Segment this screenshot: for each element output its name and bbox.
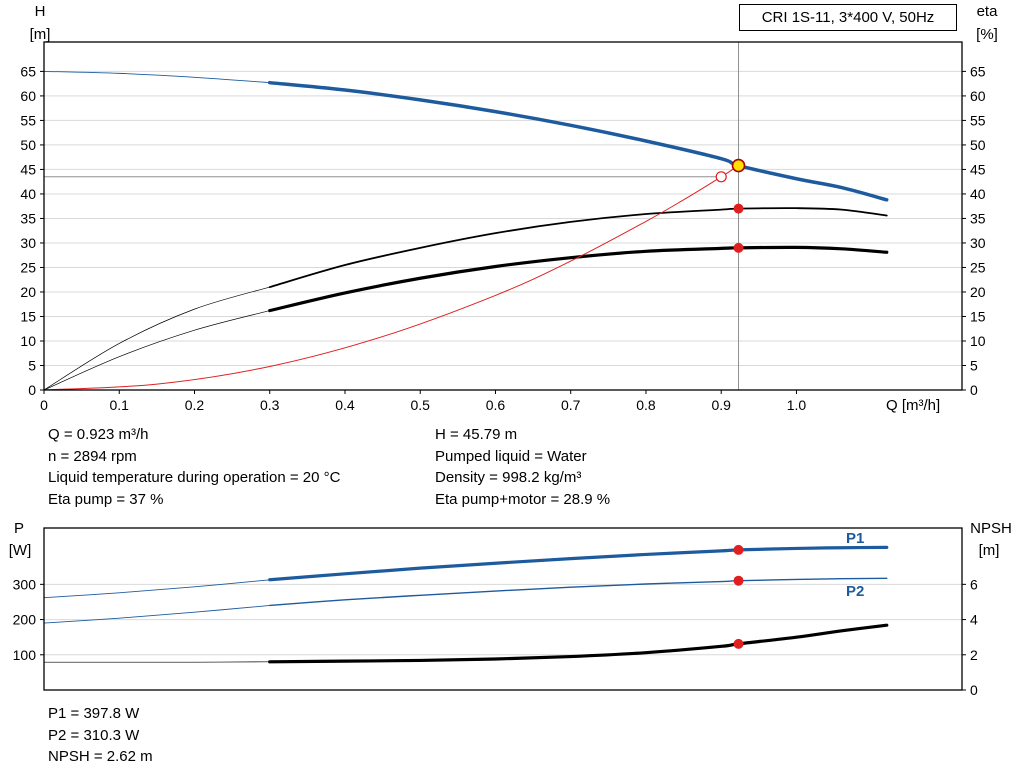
svg-text:20: 20	[20, 284, 36, 300]
svg-text:0.9: 0.9	[711, 397, 731, 413]
svg-text:0.4: 0.4	[335, 397, 355, 413]
svg-text:0.8: 0.8	[636, 397, 656, 413]
svg-text:20: 20	[970, 284, 986, 300]
svg-text:0: 0	[970, 682, 978, 698]
svg-text:50: 50	[970, 137, 986, 153]
top-right-axis-unit: [%]	[976, 26, 998, 43]
svg-text:65: 65	[20, 63, 36, 79]
svg-text:45: 45	[20, 161, 36, 177]
svg-text:40: 40	[20, 186, 36, 202]
bottom-right-axis-title: NPSH	[970, 520, 1012, 537]
p1-value: P1 = 397.8 W	[48, 705, 140, 722]
svg-text:0: 0	[28, 382, 36, 398]
svg-text:30: 30	[20, 235, 36, 251]
svg-text:0.5: 0.5	[410, 397, 430, 413]
svg-text:25: 25	[970, 259, 986, 275]
top-left-axis-title: H	[34, 3, 46, 20]
svg-text:60: 60	[20, 88, 36, 104]
p2-value: P2 = 310.3 W	[48, 726, 140, 744]
svg-text:200: 200	[13, 612, 37, 628]
bottom-left-axis-title: P	[13, 520, 24, 537]
bottom-left-axis-unit: [W]	[8, 542, 32, 559]
svg-text:100: 100	[13, 647, 37, 663]
svg-text:0: 0	[970, 382, 978, 398]
svg-text:1.0: 1.0	[787, 397, 807, 413]
svg-text:10: 10	[970, 333, 986, 349]
svg-text:35: 35	[20, 210, 36, 226]
svg-text:5: 5	[970, 357, 978, 373]
head-value: H = 45.79 m	[435, 426, 518, 443]
svg-text:50: 50	[20, 137, 36, 153]
density-value: Density = 998.2 kg/m³	[435, 469, 582, 487]
operating-data-col2: H = 45.79 m Pumped liquid = Water Densit…	[435, 424, 610, 511]
svg-text:15: 15	[20, 308, 36, 324]
p1-series-label: P1	[846, 530, 865, 547]
eta-pump-value: Eta pump = 37 %	[48, 491, 164, 509]
svg-text:6: 6	[970, 576, 978, 592]
liquid-temp-value: Liquid temperature during operation = 20…	[48, 469, 341, 487]
svg-text:4: 4	[970, 612, 978, 628]
svg-text:0.3: 0.3	[260, 397, 280, 413]
svg-text:55: 55	[970, 112, 986, 128]
eta-pump-motor-value: Eta pump+motor = 28.9 %	[435, 491, 611, 509]
results-block: P1 = 397.8 W P2 = 310.3 W NPSH = 2.62 m	[48, 703, 153, 768]
bottom-right-axis-unit: [m]	[978, 542, 1000, 559]
svg-text:15: 15	[970, 308, 986, 324]
operating-data-col1: Q = 0.923 m³/h n = 2894 rpm Liquid tempe…	[48, 424, 340, 511]
svg-text:0: 0	[40, 397, 48, 413]
top-right-axis-title: eta	[976, 3, 998, 20]
svg-text:5: 5	[28, 357, 36, 373]
x-axis-title: Q [m³/h]	[886, 397, 941, 414]
pumped-liquid-value: Pumped liquid = Water	[435, 447, 587, 465]
svg-text:0.1: 0.1	[110, 397, 130, 413]
svg-text:0.6: 0.6	[486, 397, 506, 413]
svg-text:0.2: 0.2	[185, 397, 205, 413]
svg-text:40: 40	[970, 186, 986, 202]
svg-text:0.7: 0.7	[561, 397, 581, 413]
svg-text:65: 65	[970, 63, 986, 79]
p2-series-label: P2	[846, 583, 865, 600]
flow-value: Q = 0.923 m³/h	[48, 426, 149, 443]
svg-text:35: 35	[970, 210, 986, 226]
speed-value: n = 2894 rpm	[48, 447, 137, 465]
svg-text:55: 55	[20, 112, 36, 128]
svg-text:2: 2	[970, 647, 978, 663]
svg-text:25: 25	[20, 259, 36, 275]
svg-text:60: 60	[970, 88, 986, 104]
svg-text:30: 30	[970, 235, 986, 251]
svg-text:300: 300	[13, 576, 37, 592]
svg-text:45: 45	[970, 161, 986, 177]
svg-text:10: 10	[20, 333, 36, 349]
top-left-axis-unit: [m]	[29, 26, 51, 43]
npsh-value: NPSH = 2.62 m	[48, 748, 153, 766]
pump-model-title-box: CRI 1S-11, 3*400 V, 50Hz	[739, 4, 957, 31]
